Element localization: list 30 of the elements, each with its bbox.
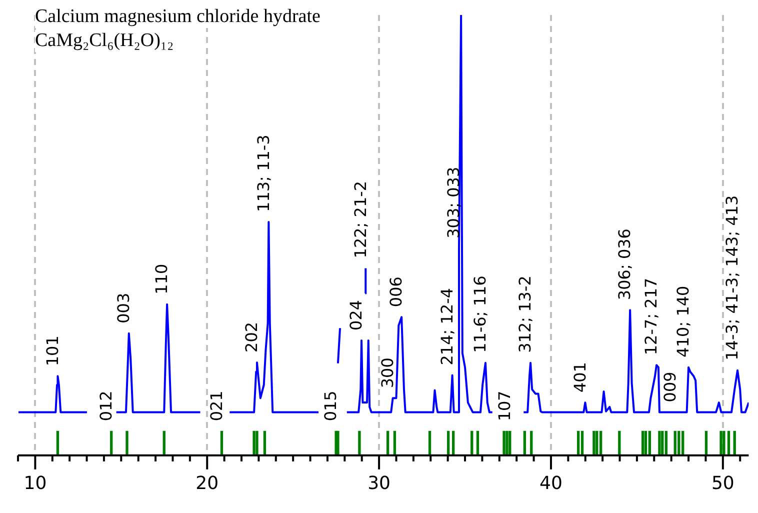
annotation: 202 [242,322,262,352]
annotation: 024 [346,300,366,330]
annotation: 14-3; 41-3; 143; 413 [722,195,742,360]
annotation: 410; 140 [674,286,693,358]
annotation: 401 [570,362,590,393]
annotation: 12-7; 217 [642,278,661,356]
annotation: 101 [42,336,62,366]
annotation: 110 [152,264,172,294]
x-tick-label: 40 [540,472,562,494]
annotation: 122; 21-2 [350,180,370,258]
annotation: 015 [321,390,340,422]
chart-title: Calcium magnesium chloride hydrate [35,6,320,28]
annotation: 300 [378,358,397,388]
annotation: 303; 033 [444,166,464,238]
annotation: 214; 12-4 [437,288,456,366]
annotation: 009 [660,372,680,402]
x-tick-label: 50 [711,472,734,494]
annotation: 021 [206,390,226,422]
annotation: 312; 13-2 [516,276,535,353]
text: CaMg₂Cl₆(H₂O)₁₂ [35,30,174,52]
annotation: 11-6; 116 [470,276,490,353]
x-tick-label: 30 [368,472,390,494]
annotation: 113; 11-3 [254,134,273,212]
annotation: 306; 036 [615,228,634,300]
x-tick-label: 10 [24,472,47,494]
x-tick-label: 20 [196,472,219,494]
annotation: 003 [114,292,134,324]
annotation: 107 [495,390,514,422]
annotation: 006 [386,276,406,308]
annotation: 012 [96,390,116,422]
